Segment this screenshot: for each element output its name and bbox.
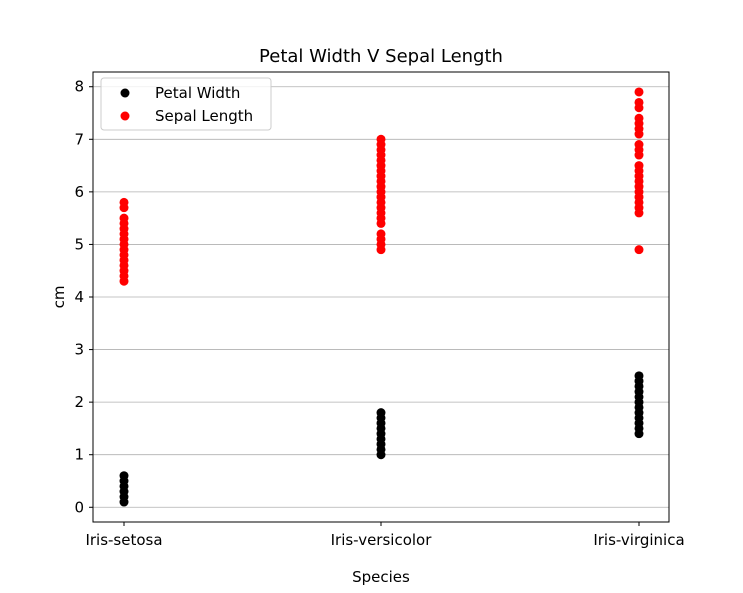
y-tick-label-8: 8 bbox=[74, 78, 84, 96]
point-sepal-length-46 bbox=[634, 161, 644, 171]
point-sepal-length-55 bbox=[634, 97, 644, 107]
y-tick-label-2: 2 bbox=[74, 393, 84, 411]
point-sepal-length-36 bbox=[634, 245, 644, 255]
point-sepal-length-56 bbox=[634, 87, 644, 97]
data-points bbox=[119, 87, 644, 507]
y-tick-label-1: 1 bbox=[74, 446, 84, 464]
y-tick-label-6: 6 bbox=[74, 183, 84, 201]
legend-box bbox=[100, 77, 272, 131]
legend-label-sepal-length: Sepal Length bbox=[155, 107, 253, 125]
x-axis-ticks: Iris-setosa Iris-versicolor Iris-virginica bbox=[85, 522, 685, 549]
point-petal-width-14 bbox=[376, 408, 386, 418]
point-petal-width-26 bbox=[634, 371, 644, 381]
x-tick-label-2: Iris-virginica bbox=[593, 531, 684, 549]
point-sepal-length-12 bbox=[119, 213, 129, 223]
y-axis-label: cm bbox=[50, 286, 68, 309]
legend-label-petal-width: Petal Width bbox=[155, 84, 240, 102]
legend-marker-petal-width bbox=[120, 88, 130, 98]
y-tick-label-3: 3 bbox=[74, 341, 84, 359]
point-petal-width-5 bbox=[119, 471, 129, 481]
point-sepal-length-35 bbox=[376, 134, 386, 144]
point-sepal-length-18 bbox=[376, 229, 386, 239]
x-tick-label-1: Iris-versicolor bbox=[331, 531, 433, 549]
point-sepal-length-14 bbox=[119, 197, 129, 207]
legend: Petal Width Sepal Length bbox=[100, 77, 272, 131]
x-tick-label-0: Iris-setosa bbox=[85, 531, 162, 549]
y-tick-label-0: 0 bbox=[74, 498, 84, 516]
y-tick-label-4: 4 bbox=[74, 288, 84, 306]
point-sepal-length-53 bbox=[634, 113, 644, 123]
y-tick-label-7: 7 bbox=[74, 130, 84, 148]
legend-marker-sepal-length bbox=[120, 111, 130, 121]
chart-title: Petal Width V Sepal Length bbox=[259, 46, 503, 67]
point-sepal-length-49 bbox=[634, 140, 644, 150]
y-axis-ticks: 0 1 2 3 4 5 6 7 8 bbox=[74, 78, 93, 516]
y-tick-label-5: 5 bbox=[74, 235, 84, 253]
x-axis-label: Species bbox=[352, 568, 410, 586]
